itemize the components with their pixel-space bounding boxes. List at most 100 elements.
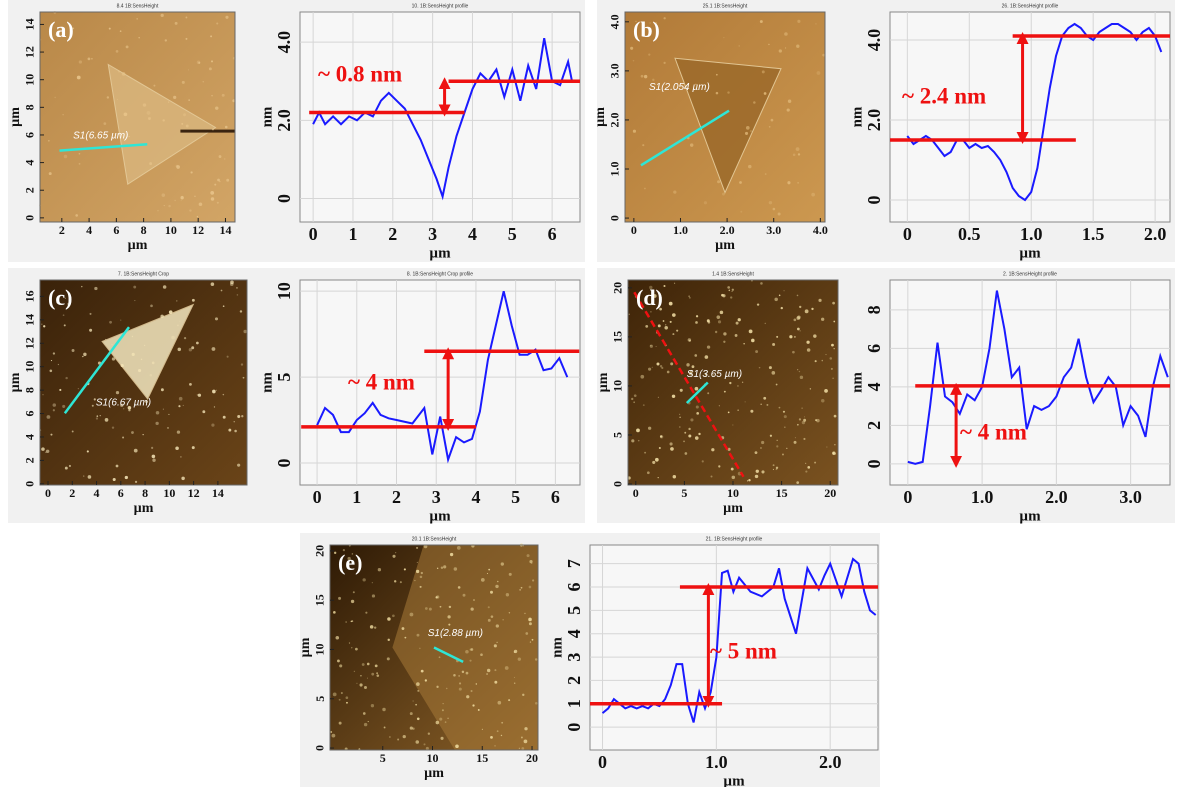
plot-title: 26. 1B:SensHeight profile xyxy=(1002,3,1059,9)
afm-speck xyxy=(146,111,151,115)
afm-speck xyxy=(783,290,785,292)
afm-speck xyxy=(369,625,374,629)
plot-title: 25.1 1B:SensHeight xyxy=(703,3,748,9)
x-axis-label: µm xyxy=(424,766,444,781)
afm-speck xyxy=(792,350,795,354)
x-tick-label: 8 xyxy=(142,486,148,500)
afm-streak xyxy=(180,129,235,133)
afm-speck xyxy=(761,470,765,474)
y-tick-label: 20 xyxy=(611,282,625,294)
image-frame xyxy=(624,11,826,223)
afm-speck xyxy=(748,164,752,169)
afm-speck xyxy=(793,335,796,338)
afm-speck xyxy=(687,338,692,342)
x-tick-label: 10 xyxy=(427,751,439,765)
afm-speck xyxy=(633,401,635,404)
afm-speck xyxy=(655,457,659,462)
afm-speck xyxy=(727,411,730,414)
afm-speck xyxy=(772,207,776,211)
afm-speck xyxy=(811,192,815,197)
afm-speck xyxy=(196,215,199,218)
afm-speck xyxy=(688,434,692,438)
afm-speck xyxy=(723,332,727,336)
afm-speck xyxy=(175,164,179,168)
afm-speck xyxy=(134,480,138,484)
afm-speck xyxy=(162,408,164,410)
afm-speck xyxy=(402,735,406,739)
y-tick-label: 8 xyxy=(23,104,37,110)
afm-speck xyxy=(780,306,783,310)
afm-flake xyxy=(107,63,217,186)
afm-speck xyxy=(470,648,474,651)
afm-speck xyxy=(797,182,799,184)
afm-speck xyxy=(778,406,781,409)
y-tick-label: 4.0 xyxy=(274,31,294,54)
afm-speck xyxy=(180,196,184,200)
afm-speck xyxy=(56,300,60,304)
afm-speck xyxy=(78,162,81,165)
afm-speck xyxy=(727,91,730,94)
afm-speck xyxy=(353,670,356,673)
afm-speck xyxy=(168,310,173,314)
afm-speck xyxy=(340,692,343,695)
afm-speck xyxy=(333,611,336,614)
afm-speck xyxy=(197,393,202,397)
afm-speck xyxy=(365,611,368,614)
afm-speck xyxy=(415,703,417,706)
afm-speck xyxy=(198,202,203,207)
afm-speck xyxy=(196,394,198,396)
afm-speck xyxy=(809,388,812,390)
afm-speck xyxy=(54,96,56,99)
afm-speck xyxy=(68,464,71,468)
afm-speck xyxy=(822,53,826,57)
afm-speck xyxy=(224,125,228,129)
x-tick-label: 4.0 xyxy=(813,223,828,237)
afm-speck xyxy=(66,302,70,306)
x-tick-label: 4 xyxy=(468,224,477,244)
x-tick-label: 1.0 xyxy=(673,223,688,237)
afm-speck xyxy=(652,78,655,82)
afm-speck xyxy=(648,53,651,56)
x-tick-label: 14 xyxy=(219,223,231,237)
afm-speck xyxy=(744,401,746,403)
y-tick-label: 6 xyxy=(864,344,884,353)
afm-speck xyxy=(370,704,375,708)
y-tick-label: 0 xyxy=(274,459,294,468)
afm-speck xyxy=(703,201,708,205)
afm-speck xyxy=(716,315,721,319)
afm-speck xyxy=(218,155,222,158)
afm-speck xyxy=(112,477,116,482)
afm-speck xyxy=(768,43,770,46)
afm-speck xyxy=(662,320,665,322)
afm-speck xyxy=(191,346,195,350)
afm-speck xyxy=(531,638,534,641)
afm-speck xyxy=(64,466,68,470)
afm-speck xyxy=(651,366,653,368)
afm-speck xyxy=(434,635,437,638)
afm-speck xyxy=(181,80,185,84)
afm-speck xyxy=(632,129,637,133)
afm-flake xyxy=(101,303,195,400)
y-tick-label: 10 xyxy=(274,282,294,300)
afm-speck xyxy=(419,575,423,579)
profile-label: S1(2.054 µm) xyxy=(649,82,710,93)
afm-speck xyxy=(633,394,637,398)
scan-line xyxy=(633,291,745,478)
afm-speck xyxy=(373,626,377,629)
afm-speck xyxy=(455,744,459,749)
afm-speck xyxy=(215,389,217,391)
afm-speck xyxy=(631,397,634,401)
x-axis-label: µm xyxy=(715,238,735,253)
afm-speck xyxy=(96,415,99,417)
afm-speck xyxy=(744,131,749,135)
afm-speck xyxy=(363,722,368,727)
afm-speck xyxy=(416,682,420,686)
afm-speck xyxy=(442,702,444,705)
afm-speck xyxy=(228,428,232,432)
afm-speck xyxy=(793,440,797,444)
profile-line xyxy=(685,381,709,404)
afm-speck xyxy=(734,334,738,337)
afm-speck xyxy=(730,467,734,471)
afm-speck xyxy=(350,599,355,604)
afm-speck xyxy=(523,739,528,744)
